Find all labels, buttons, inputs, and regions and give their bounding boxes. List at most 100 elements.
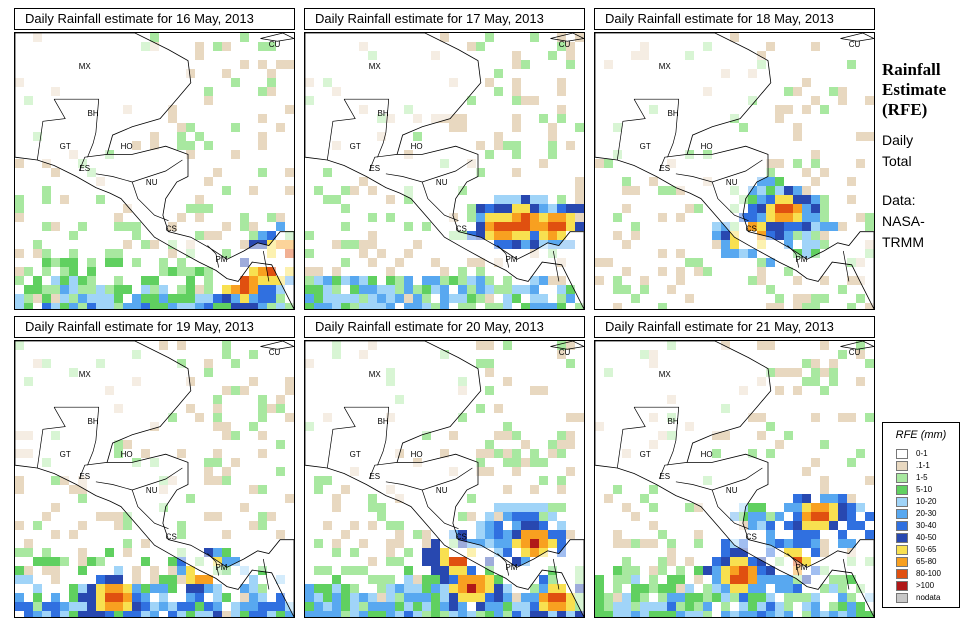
rainfall-cell <box>829 87 838 96</box>
rainfall-cell <box>51 611 60 617</box>
rainfall-cell <box>87 593 96 602</box>
rainfall-cell <box>802 240 811 249</box>
rainfall-cell <box>105 575 114 584</box>
rainfall-cell <box>757 413 766 422</box>
rainfall-cell <box>431 258 440 267</box>
country-border <box>497 245 510 268</box>
rainfall-cell <box>368 276 377 285</box>
rainfall-cell <box>404 285 413 294</box>
rainfall-cell <box>575 213 584 222</box>
rainfall-cell <box>604 593 613 602</box>
rainfall-cell <box>332 593 341 602</box>
rainfall-cell <box>15 294 24 303</box>
rainfall-cell <box>766 512 775 521</box>
rainfall-cell <box>721 240 730 249</box>
rainfall-cell <box>267 87 276 96</box>
rainfall-cell <box>865 530 874 539</box>
rainfall-cell <box>811 503 820 512</box>
rainfall-cell <box>512 503 521 512</box>
rainfall-cell <box>177 530 186 539</box>
rainfall-cell <box>739 249 748 258</box>
rainfall-cell <box>132 258 141 267</box>
panel-title: Daily Rainfall estimate for 21 May, 2013 <box>594 316 875 338</box>
rainfall-cell <box>766 593 775 602</box>
map-panel: Daily Rainfall estimate for 18 May, 2013… <box>594 8 875 310</box>
rainfall-cell <box>811 150 820 159</box>
rainfall-cell <box>305 231 314 240</box>
rainfall-cell <box>811 195 820 204</box>
rainfall-cell <box>476 530 485 539</box>
rainfall-cell <box>485 303 494 309</box>
rainfall-cell <box>413 303 422 309</box>
rainfall-cell <box>476 168 485 177</box>
rainfall-cell <box>548 213 557 222</box>
rainfall-cell <box>395 611 404 617</box>
rainfall-cell <box>557 114 566 123</box>
rainfall-cell <box>240 611 249 617</box>
legend-label: 65-80 <box>916 557 937 566</box>
rainfall-cell <box>258 294 267 303</box>
product-title-line: (RFE) <box>882 100 928 119</box>
rainfall-cell <box>530 231 539 240</box>
rainfall-cell <box>512 51 521 60</box>
rainfall-cell <box>685 258 694 267</box>
rainfall-cell <box>766 341 775 350</box>
rainfall-cell <box>557 350 566 359</box>
rainfall-cell <box>766 168 775 177</box>
rainfall-cell <box>548 611 557 617</box>
rainfall-cell <box>485 368 494 377</box>
rainfall-cell <box>150 602 159 611</box>
rainfall-cell <box>413 593 422 602</box>
rainfall-cell <box>530 222 539 231</box>
rainfall-cell <box>739 123 748 132</box>
rainfall-cell <box>114 276 123 285</box>
rainfall-cell <box>267 78 276 87</box>
rainfall-cell <box>132 584 141 593</box>
rainfall-cell <box>377 303 386 309</box>
rainfall-cell <box>485 440 494 449</box>
rainfall-cell <box>431 593 440 602</box>
rainfall-cell <box>404 195 413 204</box>
rainfall-cell <box>177 132 186 141</box>
rainfall-cell <box>494 141 503 150</box>
rainfall-cell <box>811 96 820 105</box>
rainfall-cell <box>305 294 314 303</box>
rainfall-cell <box>622 503 631 512</box>
rainfall-cell <box>350 548 359 557</box>
country-label: MX <box>79 62 92 71</box>
rainfall-cell <box>114 584 123 593</box>
rainfall-cell <box>231 557 240 566</box>
country-border <box>95 159 183 183</box>
rainfall-cell <box>413 611 422 617</box>
rainfall-cell <box>485 359 494 368</box>
rainfall-cell <box>566 431 575 440</box>
rainfall-cell <box>276 467 285 476</box>
rainfall-cell <box>105 602 114 611</box>
rainfall-cell <box>213 512 222 521</box>
rainfall-cell <box>539 530 548 539</box>
rainfall-cell <box>267 42 276 51</box>
rainfall-cell <box>775 602 784 611</box>
rainfall-cell <box>676 213 685 222</box>
rainfall-cell <box>42 602 51 611</box>
rainfall-cell <box>811 294 820 303</box>
rainfall-cell <box>566 204 575 213</box>
rainfall-cell <box>784 602 793 611</box>
rainfall-cell <box>258 413 267 422</box>
rainfall-cell <box>856 449 865 458</box>
rainfall-cell <box>802 539 811 548</box>
rainfall-cell <box>458 276 467 285</box>
rainfall-cell <box>314 294 323 303</box>
rainfall-cell <box>829 222 838 231</box>
rainfall-cell <box>775 159 784 168</box>
rainfall-cell <box>168 557 177 566</box>
rainfall-cell <box>530 285 539 294</box>
legend-swatch <box>896 485 908 495</box>
rainfall-cell <box>24 548 33 557</box>
rainfall-cell <box>69 303 78 309</box>
rainfall-cell <box>802 467 811 476</box>
rainfall-cell <box>105 512 114 521</box>
rainfall-cell <box>204 204 213 213</box>
rainfall-cell <box>548 512 557 521</box>
rainfall-cell <box>539 159 548 168</box>
